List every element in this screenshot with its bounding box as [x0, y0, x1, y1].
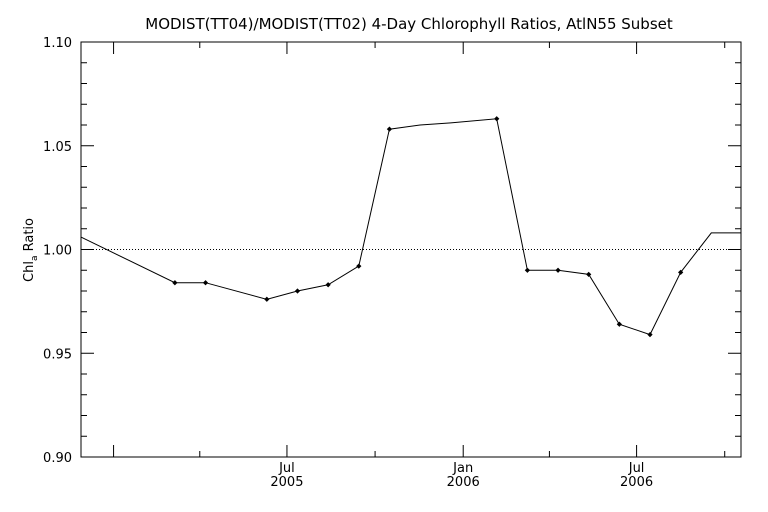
data-point [325, 282, 331, 288]
y-tick-label: 0.95 [43, 347, 72, 362]
y-axis: 0.90 0.95 1.00 1.05 1.10 [43, 36, 741, 466]
x-tick-label: Jul [628, 461, 645, 476]
y-tick-label: 1.00 [43, 244, 72, 259]
y-tick-label: 1.10 [43, 36, 72, 51]
data-point [524, 267, 531, 273]
data-point [294, 288, 301, 294]
data-points [172, 116, 684, 338]
data-point [678, 269, 684, 275]
data-point [172, 280, 178, 286]
y-tick-label: 1.05 [43, 140, 72, 155]
x-tick-label: Jan [452, 461, 473, 476]
series-line [80, 118, 741, 336]
data-point [586, 271, 592, 278]
x-tick-year-label: 2006 [620, 475, 653, 490]
data-point [555, 267, 561, 273]
y-axis-label: Chla Ratio [22, 218, 40, 282]
data-point [616, 321, 622, 327]
x-tick-year-label: 2006 [447, 475, 480, 490]
y-tick-label: 0.90 [43, 451, 72, 466]
data-point [202, 280, 209, 286]
x-tick-label: Jul [278, 461, 295, 476]
chart-title: MODIST(TT04)/MODIST(TT02) 4-Day Chloroph… [145, 15, 673, 33]
data-point [264, 296, 270, 302]
data-point [386, 126, 393, 132]
data-point [647, 331, 653, 338]
data-point [356, 263, 362, 269]
data-point [494, 116, 500, 122]
x-tick-year-label: 2005 [270, 475, 303, 490]
